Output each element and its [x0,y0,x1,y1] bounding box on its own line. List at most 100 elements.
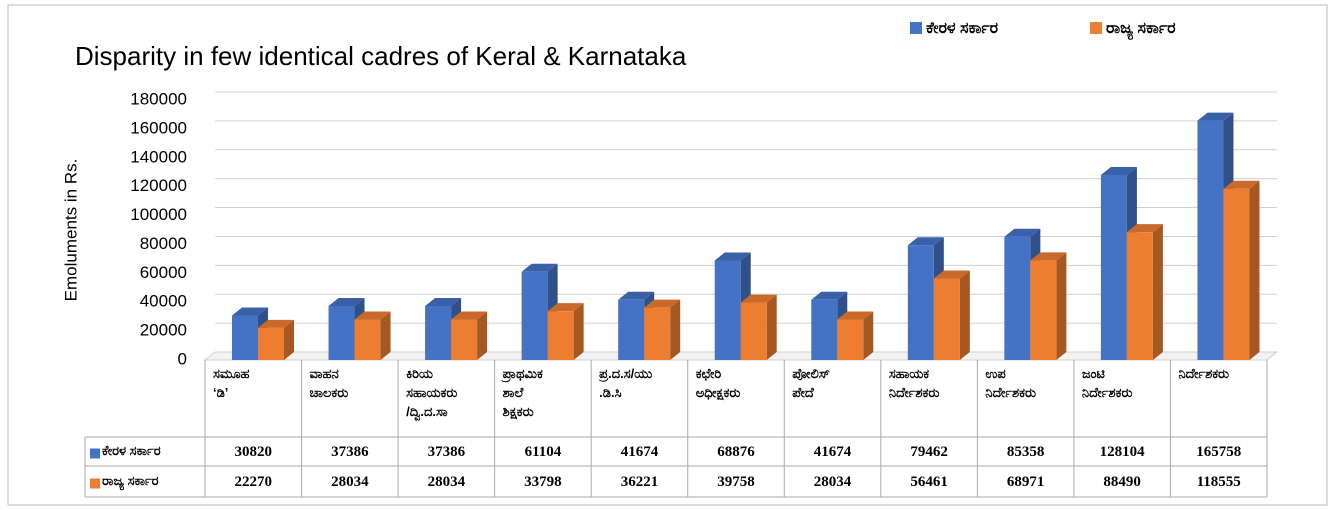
bar-side [1249,180,1260,360]
bar [933,278,960,360]
bar-top [1100,166,1137,175]
bar-top [232,307,268,316]
bar [811,299,838,360]
bar-top [521,263,558,272]
bar-top [451,311,488,320]
bar [1004,236,1031,360]
x-tick-label: ಪ್ರಾಥಮಿಕ ಶಾಲೆ ಶಿಕ್ಷಕರು [502,366,543,419]
x-tick-label: ಸಮೂಹ ‘ಡಿ’ [213,366,250,400]
bar [1126,232,1153,360]
bar-side [477,311,488,360]
legend-swatch [910,22,922,34]
table-row-label: ರಾಜ್ಯ ಸರ್ಕಾರ [102,473,159,491]
bar [714,260,741,360]
bar [907,245,934,360]
x-tick-label: ಜಂಟಿ ನಿರ್ದೇಶಕರು [1081,366,1133,400]
table-value: 56461 [910,474,948,490]
bar [547,311,574,360]
legend-label: ರಾಜ್ಯ ಸರ್ಕಾರ [1106,20,1176,40]
table-value: 28034 [331,474,369,490]
bar [521,271,548,360]
y-axis-label: Emoluments in Rs. [61,159,80,302]
table-value: 28034 [428,474,466,490]
x-tick-label: ನಿರ್ದೇಶಕರು [1178,366,1230,381]
bar-top [933,270,970,279]
bar [1100,174,1127,360]
bar-top [1223,180,1260,189]
y-tick-label: 180000 [130,89,187,108]
legend-swatch [1090,22,1102,34]
bar [1223,188,1250,360]
x-tick-label: ಉಪ ನಿರ್ದೇಶಕರು [985,366,1036,400]
bar [1197,120,1224,360]
y-tick-label: 20000 [140,321,187,340]
bar-side [284,319,294,360]
table-row-label: ಕೇರಳ ಸರ್ಕಾರ [102,443,161,458]
y-tick-label: 100000 [130,205,187,224]
bar-top [618,291,655,300]
bar-side [380,311,391,360]
bar-top [1197,112,1234,121]
bar-top [1030,252,1067,261]
y-tick-label: 60000 [140,263,187,282]
bar-side [863,311,874,360]
table-value: 36221 [621,474,659,490]
bar-top [425,297,462,306]
bar-top [1004,228,1041,237]
table-value: 128104 [1100,444,1146,460]
bar-top [740,294,777,303]
table-value: 41674 [814,444,852,460]
bar [354,319,381,360]
x-tick-label: ಪೋಲಿಸ್ ಪೇದೆ [792,366,830,400]
table-value: 88490 [1103,474,1141,490]
bar [232,315,258,360]
bar-side [1056,252,1067,360]
bar-side [670,299,681,360]
bar-top [811,291,848,300]
bar-top [354,311,391,320]
legend-label: ಕೇರಳ ಸರ್ಕಾರ [926,20,999,37]
table-value: 79462 [910,444,948,460]
table-value: 68971 [1007,474,1045,490]
x-tick-label: ಕಛೇರಿ ಅಧೀಕ್ಷಕರು [695,366,741,400]
bar [644,307,671,360]
table-value: 39758 [717,474,755,490]
table-value: 37386 [331,444,369,460]
bar [740,302,767,360]
x-tick-label: ಪ್ರ.ದ.ಸ/ಯು .ಡಿ.ಸಿ [599,366,653,400]
table-value: 28034 [814,474,852,490]
bar-top [1126,224,1163,233]
bar-side [959,270,970,360]
bar [328,305,355,360]
bar [425,305,452,360]
table-value: 68876 [717,444,755,460]
y-tick-label: 160000 [130,118,187,137]
bar-side [766,294,777,360]
bar-top [907,237,944,246]
table-legend-swatch [90,478,100,489]
x-tick-label: ಕಿರಿಯ ಸಹಾಯಕರು /ದ್ವಿ.ದ.ಸಾ [406,366,458,419]
table-value: 85358 [1007,444,1045,460]
y-tick-label: 80000 [140,234,187,253]
bar [451,319,478,360]
bar-top [328,297,365,306]
bar-top [837,311,874,320]
table-value: 22270 [235,474,273,490]
table-value: 37386 [428,444,466,460]
table-value: 118555 [1197,474,1241,490]
x-tick-label: ವಾಹನ ಚಾಲಕರು [309,366,349,400]
table-value: 30820 [235,444,273,460]
bar-top [547,303,584,312]
y-tick-label: 120000 [130,176,187,195]
bar [618,299,645,360]
bar-side [1152,224,1163,360]
table-value: 41674 [621,444,659,460]
y-tick-label: 40000 [140,292,187,311]
y-tick-label: 140000 [130,147,187,166]
bar-top [714,252,751,261]
bar [1030,260,1057,360]
bar [837,319,864,360]
table-value: 61104 [525,444,562,460]
y-tick-label: 0 [178,349,187,368]
